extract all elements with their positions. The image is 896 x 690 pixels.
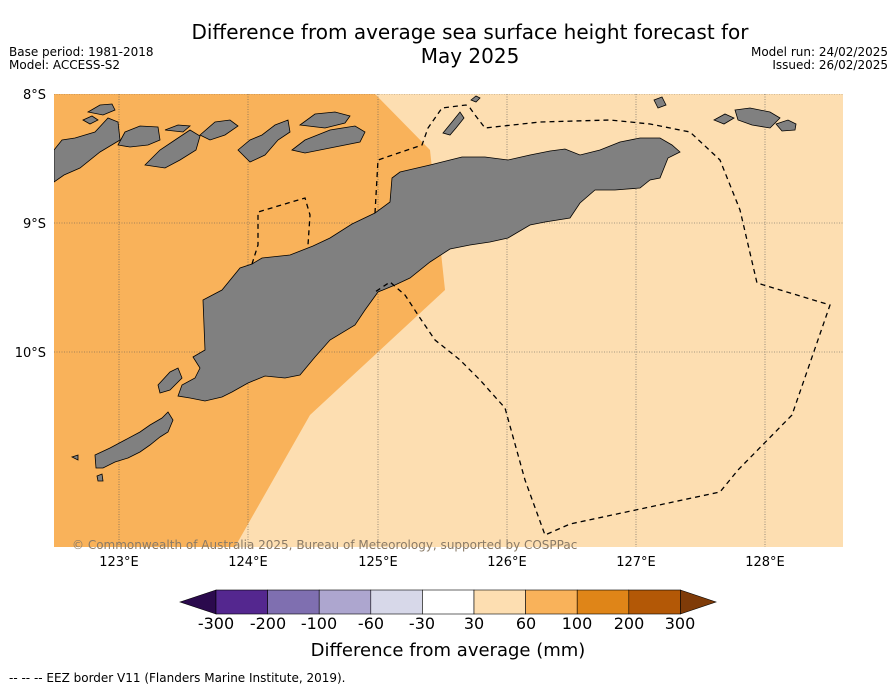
small-island-a [86, 103, 116, 116]
colorbar-segment-6 [473, 589, 526, 615]
colorbar-tick: -60 [357, 614, 385, 633]
colorbar-tick: -300 [197, 614, 235, 633]
eez-border [251, 104, 831, 536]
colorbar-tick: 100 [561, 614, 593, 633]
small-island-c [164, 124, 191, 133]
lomblen-island [144, 129, 201, 169]
map-title-line2: May 2025 [420, 44, 520, 68]
lon-label-126e: 126°E [487, 555, 527, 570]
eez-footnote: -- -- -- EEZ border V11 (Flanders Marine… [9, 671, 346, 685]
adonara-island [117, 125, 161, 148]
colorbar-segment-9 [628, 589, 681, 615]
colorbar-segment-2 [267, 589, 320, 615]
model-run-label: Model run: 24/02/2025 [750, 45, 888, 59]
small-island-k [96, 473, 104, 482]
lat-label-8s: 8°S [23, 88, 46, 103]
metadata-right: Model run: 24/02/2025 Issued: 26/02/2025 [751, 46, 888, 72]
map-title-line1: Difference from average sea surface heig… [191, 20, 749, 44]
colorbar-arrow-high [680, 589, 717, 615]
colorbar-segment-1 [215, 589, 268, 615]
small-island-i [775, 119, 797, 132]
colorbar-tick: 60 [515, 614, 537, 633]
small-island-d [442, 111, 465, 136]
base-period-label: Base period: 1981-2018 [9, 45, 154, 59]
timor-island [177, 137, 681, 402]
lon-label-127e: 127°E [616, 555, 656, 570]
semau-island [157, 367, 183, 394]
lon-label-123e: 123°E [99, 555, 139, 570]
alor-island [237, 119, 291, 163]
map-title: Difference from average sea surface heig… [160, 20, 780, 68]
pantar-island [199, 119, 239, 141]
colorbar-tick: -200 [249, 614, 287, 633]
colorbar-tick: -100 [300, 614, 338, 633]
colorbar-segment-3 [318, 589, 372, 615]
colorbar-segment-4 [370, 589, 423, 615]
metadata-left: Base period: 1981-2018 Model: ACCESS-S2 [9, 46, 154, 72]
small-island-e [470, 95, 481, 103]
colorbar-segment-5 [422, 589, 475, 615]
small-island-h [734, 107, 781, 129]
copyright-notice: © Commonwealth of Australia 2025, Bureau… [72, 538, 577, 552]
colorbar-tick: 300 [664, 614, 696, 633]
model-label: Model: ACCESS-S2 [9, 58, 121, 72]
small-island-b [82, 115, 99, 125]
flores-island [54, 117, 121, 183]
small-island-f [653, 96, 667, 109]
small-island-g [713, 113, 735, 125]
colorbar-segment-7 [525, 589, 578, 615]
lon-label-124e: 124°E [228, 555, 268, 570]
atauro-island [291, 125, 366, 154]
issued-label: Issued: 26/02/2025 [772, 58, 888, 72]
land [54, 95, 797, 482]
lon-label-128e: 128°E [745, 555, 785, 570]
colorbar-arrow-low [179, 589, 217, 615]
colorbar-tick: 30 [463, 614, 485, 633]
small-island-j [70, 454, 79, 461]
colorbar-segment-8 [576, 589, 630, 615]
colorbar-tick-labels: -300 -200 -100 -60 -30 30 60 100 200 300 [0, 614, 896, 636]
colorbar [179, 589, 717, 615]
lat-label-10s: 10°S [15, 346, 46, 361]
lon-label-125e: 125°E [358, 555, 398, 570]
wetar-island [298, 111, 351, 129]
colorbar-title: Difference from average (mm) [310, 640, 586, 661]
colorbar-tick: 200 [613, 614, 645, 633]
lat-label-9s: 9°S [23, 217, 46, 232]
colorbar-tick: -30 [408, 614, 436, 633]
rote-island [94, 411, 174, 469]
